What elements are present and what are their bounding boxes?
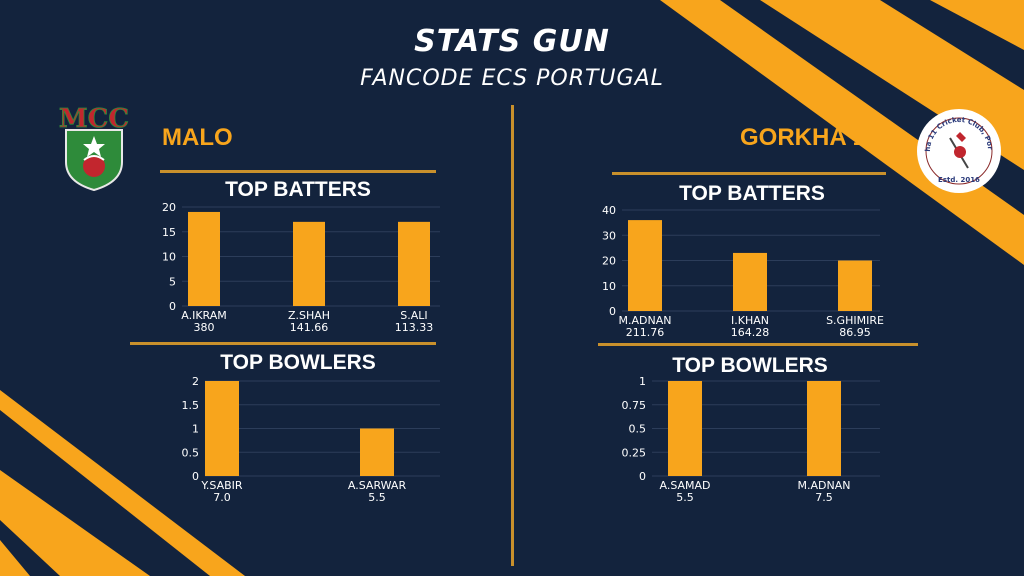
divider xyxy=(130,342,436,345)
gorkha-team-logo: Gorkha 11 Cricket Club, Portugal Estd. 2… xyxy=(916,108,1001,193)
malo-bowlers-title: TOP BOWLERS xyxy=(220,351,376,374)
x-tick-label: M.ADNAN xyxy=(798,479,851,492)
y-tick-label: 15 xyxy=(162,226,176,239)
y-tick-label: 1 xyxy=(192,423,199,436)
y-tick-label: 0.5 xyxy=(629,423,647,436)
x-sub-label: 7.5 xyxy=(815,491,833,504)
bar xyxy=(733,252,767,311)
x-sub-label: 211.76 xyxy=(626,326,665,339)
y-tick-label: 0 xyxy=(169,300,176,313)
bar xyxy=(188,211,220,306)
bar xyxy=(205,381,239,476)
x-sub-label: 86.95 xyxy=(839,326,871,339)
y-tick-label: 0.5 xyxy=(182,446,200,459)
x-tick-label: A.SARWAR xyxy=(348,479,407,492)
gorkha-bowlers-title: TOP BOWLERS xyxy=(672,354,828,377)
x-sub-label: 113.33 xyxy=(395,321,434,334)
x-sub-label: 5.5 xyxy=(676,491,694,504)
x-tick-label: A.SAMAD xyxy=(659,479,710,492)
gorkha-team-name: GORKHA 11 xyxy=(740,124,878,151)
bar xyxy=(668,381,702,476)
y-tick-label: 0.75 xyxy=(622,399,647,412)
y-tick-label: 40 xyxy=(602,204,616,217)
y-tick-label: 1.5 xyxy=(182,399,200,412)
page-title: STATS GUN xyxy=(414,24,610,59)
malo-team-name: MALO xyxy=(162,124,233,151)
y-tick-label: 20 xyxy=(162,201,176,214)
y-tick-label: 0 xyxy=(192,470,199,483)
x-sub-label: 380 xyxy=(194,321,215,334)
x-tick-label: A.IKRAM xyxy=(181,309,227,322)
y-tick-label: 5 xyxy=(169,275,176,288)
x-sub-label: 164.28 xyxy=(731,326,770,339)
x-tick-label: S.GHIMIRE xyxy=(826,314,884,327)
bar xyxy=(628,220,662,311)
x-tick-label: Y.SABIR xyxy=(200,479,242,492)
x-tick-label: Z.SHAH xyxy=(288,309,330,322)
y-tick-label: 0 xyxy=(639,470,646,483)
bar xyxy=(360,428,394,476)
y-tick-label: 1 xyxy=(639,375,646,388)
malo-team-logo: MCC xyxy=(59,104,129,192)
bar xyxy=(838,260,872,311)
y-tick-label: 10 xyxy=(602,280,616,293)
bar xyxy=(293,221,325,306)
y-tick-label: 30 xyxy=(602,229,616,242)
x-tick-label: I.KHAN xyxy=(731,314,769,327)
y-tick-label: 10 xyxy=(162,251,176,264)
y-tick-label: 0 xyxy=(609,305,616,318)
bar xyxy=(807,381,841,476)
gorkha-batters-title: TOP BATTERS xyxy=(679,182,825,205)
x-tick-label: M.ADNAN xyxy=(619,314,672,327)
divider xyxy=(612,172,886,175)
x-sub-label: 5.5 xyxy=(368,491,386,504)
malo-batters-title: TOP BATTERS xyxy=(225,178,371,201)
malo-logo-text: MCC xyxy=(59,104,129,134)
x-sub-label: 141.66 xyxy=(290,321,329,334)
page-subtitle: FANCODE ECS PORTUGAL xyxy=(360,66,664,91)
gorkha-logo-est: Estd. 2016 xyxy=(938,176,980,184)
divider xyxy=(160,170,436,173)
divider xyxy=(598,343,918,346)
bar xyxy=(398,221,430,306)
y-tick-label: 0.25 xyxy=(622,446,647,459)
x-sub-label: 7.0 xyxy=(213,491,231,504)
y-tick-label: 20 xyxy=(602,255,616,268)
y-tick-label: 2 xyxy=(192,375,199,388)
x-tick-label: S.ALI xyxy=(400,309,427,322)
